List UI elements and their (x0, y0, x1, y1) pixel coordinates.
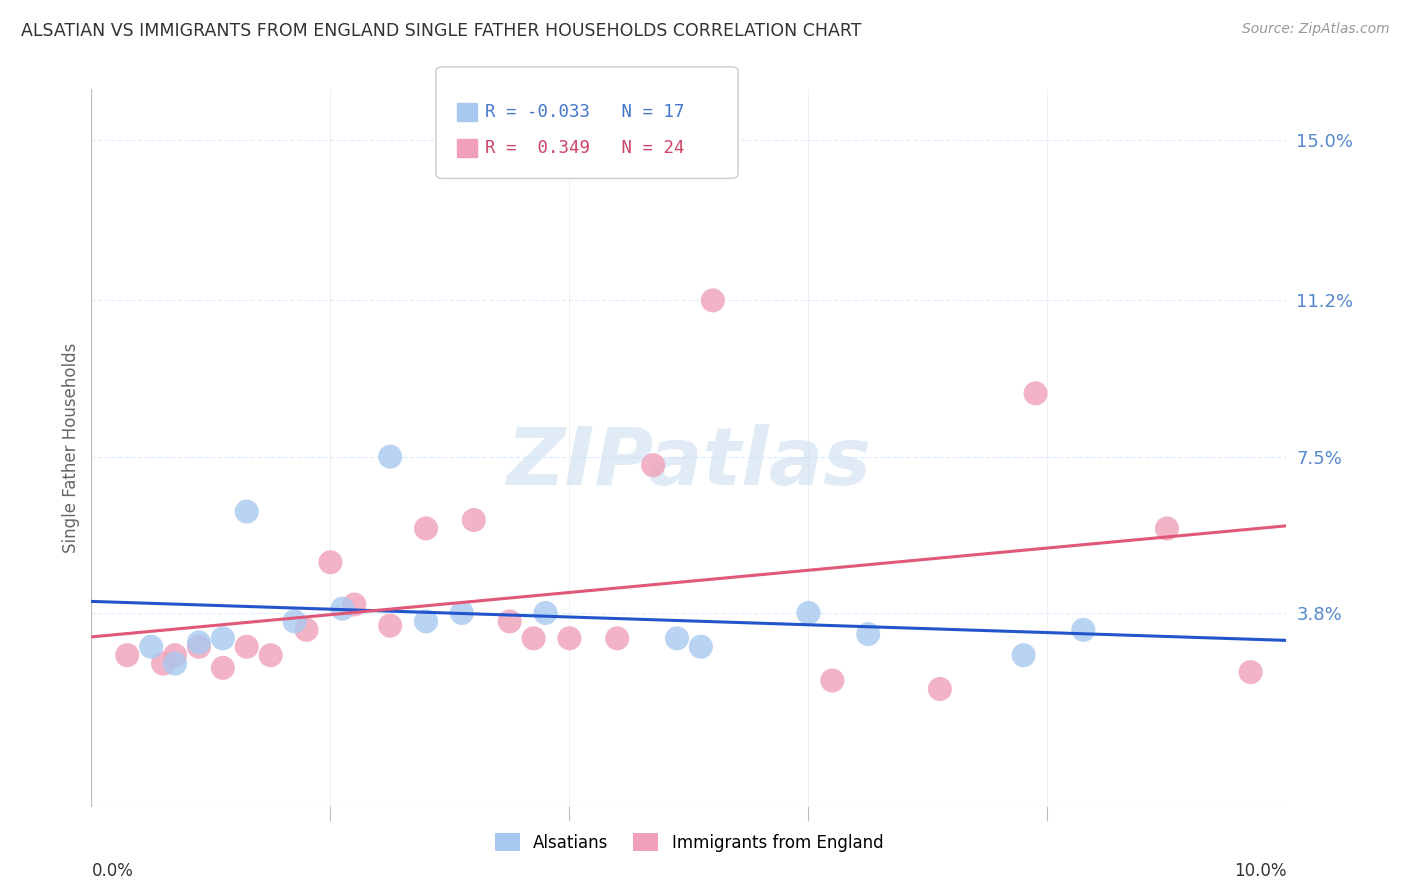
Point (415, 615, 437, 629)
Point (211, 661, 233, 675)
Point (523, 632, 546, 646)
Point (295, 623, 318, 637)
Text: 0.0%: 0.0% (91, 863, 134, 880)
Point (332, 601, 354, 615)
Point (319, 555, 342, 569)
Text: ALSATIAN VS IMMIGRANTS FROM ENGLAND SINGLE FATHER HOUSEHOLDS CORRELATION CHART: ALSATIAN VS IMMIGRANTS FROM ENGLAND SING… (21, 22, 862, 40)
Point (606, 632, 628, 646)
Point (797, 606, 820, 620)
Point (928, 681, 950, 696)
Text: R =  0.349   N = 24: R = 0.349 N = 24 (485, 139, 685, 157)
Point (1240, 665, 1263, 679)
Point (284, 615, 307, 629)
Point (1156, 521, 1178, 535)
Point (702, 293, 724, 308)
Point (380, 450, 402, 464)
Text: Source: ZipAtlas.com: Source: ZipAtlas.com (1241, 22, 1389, 37)
Text: 10.0%: 10.0% (1234, 863, 1286, 880)
Legend: Alsatians, Immigrants from England: Alsatians, Immigrants from England (486, 825, 891, 860)
Point (235, 640, 259, 654)
Point (450, 606, 472, 620)
Point (115, 648, 138, 663)
Point (211, 632, 233, 646)
Point (641, 458, 665, 472)
Point (343, 598, 366, 612)
Point (380, 618, 402, 632)
Point (1024, 386, 1046, 401)
Point (188, 635, 211, 649)
Point (666, 632, 689, 646)
Point (163, 648, 186, 663)
Point (858, 627, 880, 641)
Point (259, 648, 281, 663)
Point (1073, 623, 1095, 637)
Point (689, 640, 711, 654)
Point (141, 640, 163, 654)
Point (163, 657, 186, 671)
Point (415, 521, 437, 535)
Y-axis label: Single Father Households: Single Father Households (62, 343, 80, 553)
Point (534, 606, 557, 620)
Text: R = -0.033   N = 17: R = -0.033 N = 17 (485, 103, 685, 121)
Text: ZIPatlas: ZIPatlas (506, 424, 872, 501)
Point (821, 673, 844, 688)
Point (1012, 648, 1035, 663)
Point (188, 640, 211, 654)
Point (558, 632, 581, 646)
Point (499, 615, 522, 629)
Point (235, 505, 259, 519)
Point (463, 513, 485, 527)
Point (152, 657, 174, 671)
